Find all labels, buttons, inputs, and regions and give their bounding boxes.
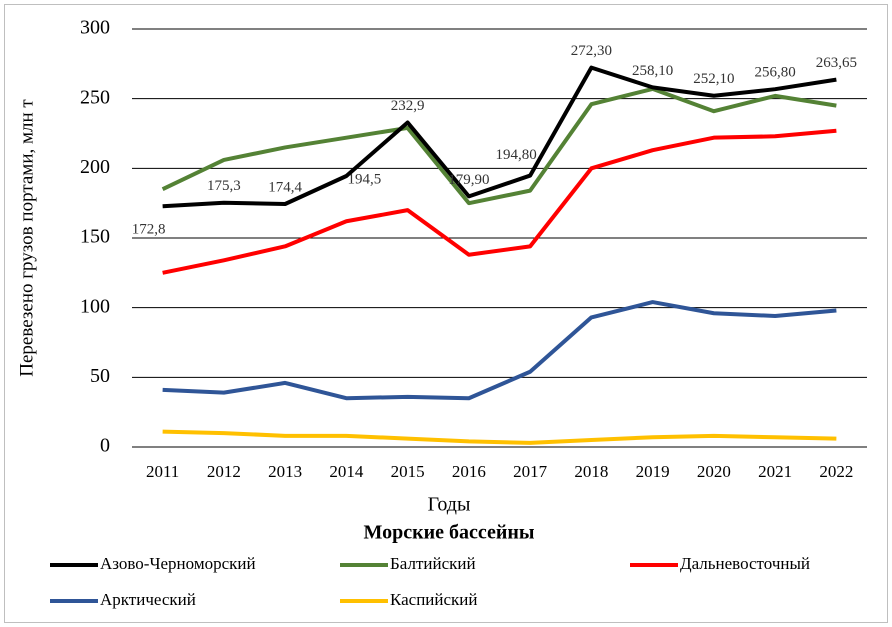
legend-label: Дальневосточный <box>680 554 810 573</box>
line-series <box>162 65 837 209</box>
y-tick-label: 200 <box>80 156 110 178</box>
data-label: 272,30 <box>571 43 612 59</box>
line-series <box>162 300 837 401</box>
line-series <box>162 429 837 445</box>
x-tick-label: 2022 <box>819 462 853 481</box>
y-tick-label: 300 <box>80 17 110 39</box>
data-label: 194,5 <box>348 171 382 187</box>
x-tick-label: 2012 <box>207 462 241 481</box>
data-label: 175,3 <box>207 178 241 194</box>
x-tick-label: 2016 <box>452 462 486 481</box>
data-label: 194,80 <box>496 147 537 163</box>
y-tick-label: 250 <box>80 86 110 108</box>
x-tick-label: 2015 <box>391 462 425 481</box>
data-label: 263,65 <box>816 55 857 71</box>
x-tick-label: 2013 <box>268 462 302 481</box>
legend-label: Балтийский <box>390 554 476 573</box>
data-label: 172,8 <box>132 222 166 238</box>
legend-title: Морские бассейны <box>363 522 534 544</box>
y-tick-label: 150 <box>80 226 110 248</box>
data-label: 174,4 <box>268 179 302 195</box>
data-label: 256,80 <box>755 65 796 81</box>
legend-label: Каспийский <box>390 590 478 609</box>
y-tick-label: 50 <box>90 365 110 387</box>
data-label: 179,90 <box>448 172 489 188</box>
x-tick-label: 2014 <box>329 462 364 481</box>
x-tick-label: 2021 <box>758 462 792 481</box>
data-label: 252,10 <box>693 71 734 87</box>
x-tick-label: 2017 <box>513 462 548 481</box>
data-label: 232,9 <box>391 98 425 114</box>
y-tick-label: 0 <box>100 435 110 457</box>
x-tick-label: 2020 <box>697 462 731 481</box>
line-series <box>161 86 837 206</box>
legend-label: Арктический <box>100 590 196 609</box>
y-axis-label: Перевезено грузов портами, млн т <box>16 99 37 377</box>
x-axis-label: Годы <box>428 494 471 516</box>
data-label: 258,10 <box>632 63 673 79</box>
legend-label: Азово-Черноморский <box>100 554 256 573</box>
line-series <box>162 128 837 275</box>
y-tick-label: 100 <box>80 295 110 317</box>
x-tick-label: 2011 <box>146 462 179 481</box>
x-tick-label: 2019 <box>636 462 670 481</box>
x-tick-label: 2018 <box>574 462 608 481</box>
